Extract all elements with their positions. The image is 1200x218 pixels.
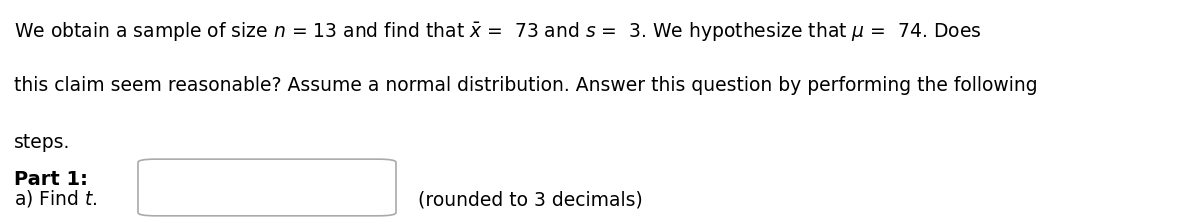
Text: We obtain a sample of size $n$ = 13 and find that $\bar{x}$ =  73 and $s$ =  3. : We obtain a sample of size $n$ = 13 and … xyxy=(14,20,982,43)
Text: a) Find $t$.: a) Find $t$. xyxy=(14,188,98,209)
Text: (rounded to 3 decimals): (rounded to 3 decimals) xyxy=(418,190,642,209)
Text: steps.: steps. xyxy=(14,133,71,152)
Text: this claim seem reasonable? Assume a normal distribution. Answer this question b: this claim seem reasonable? Assume a nor… xyxy=(14,76,1038,95)
FancyBboxPatch shape xyxy=(138,159,396,216)
Text: Part 1:: Part 1: xyxy=(14,170,89,189)
